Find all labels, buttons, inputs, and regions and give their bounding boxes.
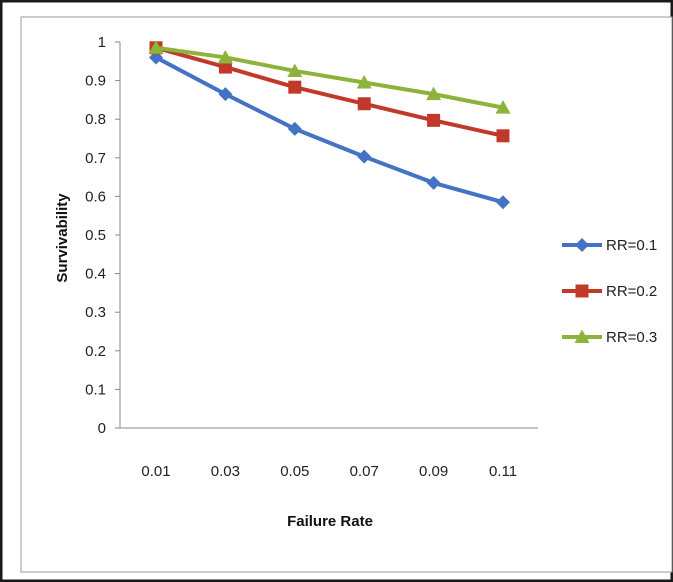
legend-marker xyxy=(574,329,590,343)
data-point xyxy=(217,49,233,64)
series-line xyxy=(155,45,504,138)
legend-marker xyxy=(575,238,589,252)
y-tick-label: 0.2 xyxy=(85,343,106,360)
data-point xyxy=(427,113,441,127)
x-tick-label: 0.01 xyxy=(141,463,170,480)
y-tick-label: 0.4 xyxy=(85,266,106,283)
legend-label: RR=0.2 xyxy=(606,283,657,300)
series-line xyxy=(155,55,504,205)
y-tick-label: 0.5 xyxy=(85,227,106,244)
data-point xyxy=(496,195,510,210)
series-line xyxy=(155,45,504,110)
x-axis-title: Failure Rate xyxy=(287,513,373,530)
data-point xyxy=(426,86,442,101)
data-point xyxy=(288,80,302,94)
legend: RR=0.1 RR=0.2 RR=0.3 xyxy=(562,237,657,346)
data-point xyxy=(287,121,302,136)
x-tick-label: 0.05 xyxy=(280,463,309,480)
y-tick-label: 0.1 xyxy=(85,381,106,398)
data-point xyxy=(356,75,372,89)
x-tick-group: 0.01 0.03 0.05 0.07 0.09 0.11 xyxy=(141,463,517,480)
data-point xyxy=(495,100,511,114)
chart-area-border xyxy=(20,16,673,573)
y-tick-label: 0.3 xyxy=(85,304,106,321)
y-tick-label: 0.7 xyxy=(85,150,106,167)
y-axis-title: Survivability xyxy=(54,193,71,283)
data-point xyxy=(287,63,303,77)
legend-label: RR=0.1 xyxy=(606,237,657,254)
legend-label: RR=0.3 xyxy=(606,329,657,346)
y-tick-label: 1 xyxy=(98,34,106,51)
y-tick-label: 0.6 xyxy=(85,188,106,205)
y-tick-group: 0 0.1 0.2 0.3 0.4 0.5 0.6 0.7 0.8 0.9 1 xyxy=(85,34,120,437)
data-point xyxy=(357,149,372,164)
data-point xyxy=(148,40,164,54)
x-tick-label: 0.03 xyxy=(211,463,240,480)
data-point xyxy=(426,175,441,190)
x-tick-label: 0.07 xyxy=(350,463,379,480)
data-point xyxy=(357,97,371,111)
series-group xyxy=(148,40,511,210)
x-tick-label: 0.11 xyxy=(489,463,517,480)
x-tick-label: 0.09 xyxy=(419,463,448,480)
y-tick-label: 0.8 xyxy=(85,111,106,128)
data-point xyxy=(218,60,232,74)
legend-marker xyxy=(575,284,589,298)
data-point xyxy=(218,87,233,102)
data-point xyxy=(496,129,510,143)
y-tick-label: 0 xyxy=(98,420,106,437)
y-tick-label: 0.9 xyxy=(85,73,106,90)
